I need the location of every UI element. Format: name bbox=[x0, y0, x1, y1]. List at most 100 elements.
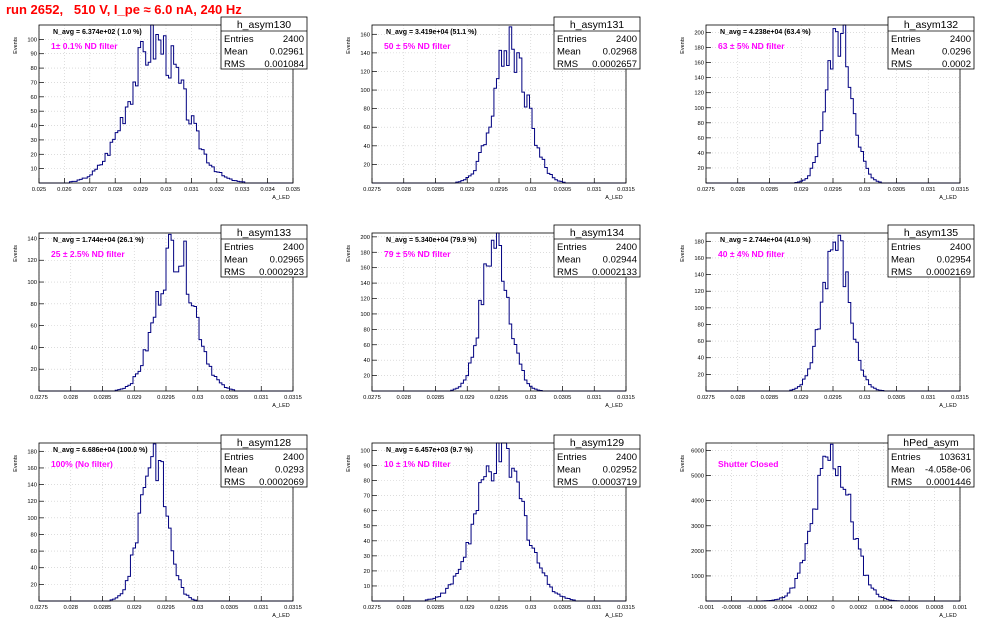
x-tick-label: 0.0295 bbox=[490, 395, 508, 401]
stats-key: RMS bbox=[224, 267, 245, 278]
x-axis-label: A_LED bbox=[939, 195, 956, 201]
x-tick-label: 0.0275 bbox=[697, 187, 715, 193]
x-tick-label: 0.029 bbox=[127, 605, 142, 611]
x-tick-label: 0.029 bbox=[133, 187, 148, 193]
stats-key: Mean bbox=[891, 255, 915, 266]
y-tick-label: 20 bbox=[364, 162, 370, 168]
y-tick-label: 20 bbox=[31, 152, 37, 158]
stats-key: RMS bbox=[224, 477, 245, 488]
y-tick-label: 70 bbox=[31, 80, 37, 86]
x-tick-label: 0.03 bbox=[859, 187, 870, 193]
y-tick-label: 160 bbox=[27, 466, 37, 472]
y-tick-label: 120 bbox=[694, 289, 704, 295]
plot-frame bbox=[705, 442, 961, 602]
y-axis-label: Events bbox=[13, 455, 19, 472]
y-tick-label: 20 bbox=[698, 166, 704, 172]
x-tick-label: 0.0305 bbox=[554, 605, 572, 611]
filter-annotation: 25 ± 2.5% ND filter bbox=[51, 249, 125, 259]
histogram-panel-h_asym128: 0.0275 0.028 0.0285 0.029 0.0295 0.03 0.0305 0.… bbox=[13, 434, 308, 619]
y-tick-label: 160 bbox=[694, 256, 704, 262]
y-axis-label: Events bbox=[680, 37, 686, 54]
y-tick-label: 140 bbox=[27, 236, 37, 242]
x-tick-label: 0.03 bbox=[192, 605, 203, 611]
x-axis-label: A_LED bbox=[605, 613, 622, 619]
plot-frame bbox=[38, 24, 294, 184]
y-tick-label: 180 bbox=[694, 46, 704, 52]
y-tick-label: 100 bbox=[694, 306, 704, 312]
stats-box bbox=[553, 16, 641, 70]
x-tick-label: 0.035 bbox=[286, 187, 301, 193]
y-tick-label: 40 bbox=[364, 358, 370, 364]
x-tick-label: 0.0275 bbox=[363, 395, 381, 401]
stats-title: h_asym129 bbox=[570, 437, 624, 449]
y-tick-label: 140 bbox=[694, 273, 704, 279]
y-tick-label: 10 bbox=[364, 584, 370, 590]
x-tick-label: 0.0285 bbox=[427, 187, 445, 193]
stats-key: Entries bbox=[224, 242, 254, 253]
stats-box bbox=[887, 434, 975, 488]
filter-annotation: 1± 0.1% ND filter bbox=[51, 41, 118, 51]
stats-key: Entries bbox=[557, 242, 587, 253]
plot-frame bbox=[371, 24, 627, 184]
y-tick-label: 20 bbox=[364, 374, 370, 380]
x-tick-label: 0.029 bbox=[460, 395, 475, 401]
x-tick-label: 0.0275 bbox=[363, 187, 381, 193]
x-axis-label: A_LED bbox=[605, 195, 622, 201]
stats-key: RMS bbox=[224, 59, 245, 70]
navg-label: N_avg = 3.419e+04 (51.1 %) bbox=[386, 29, 477, 36]
y-axis-label: Events bbox=[346, 455, 352, 472]
x-tick-label: 0.026 bbox=[57, 187, 72, 193]
stats-key: Mean bbox=[557, 465, 581, 476]
stats-value: 2400 bbox=[616, 34, 637, 45]
x-tick-label: 0.0305 bbox=[888, 395, 906, 401]
y-tick-label: 100 bbox=[27, 37, 37, 43]
x-tick-label: 0.0285 bbox=[94, 605, 112, 611]
y-tick-label: 20 bbox=[31, 582, 37, 588]
y-tick-label: 100 bbox=[360, 312, 370, 318]
x-tick-label: 0.0275 bbox=[697, 395, 715, 401]
y-tick-label: 30 bbox=[31, 138, 37, 144]
x-tick-label: -0.001 bbox=[698, 605, 714, 611]
stats-value: 0.0002169 bbox=[926, 267, 971, 278]
stats-value: 0.02961 bbox=[270, 47, 304, 58]
y-tick-label: 100 bbox=[360, 88, 370, 94]
y-tick-label: 140 bbox=[360, 281, 370, 287]
x-tick-label: 0.031 bbox=[184, 187, 199, 193]
y-tick-label: 40 bbox=[698, 151, 704, 157]
y-tick-label: 80 bbox=[364, 327, 370, 333]
x-tick-label: 0.029 bbox=[127, 395, 142, 401]
x-tick-label: 0.0305 bbox=[888, 187, 906, 193]
y-tick-label: 140 bbox=[27, 483, 37, 489]
x-tick-label: 0.0295 bbox=[157, 605, 175, 611]
x-tick-label: 0.028 bbox=[730, 187, 745, 193]
y-tick-label: 140 bbox=[694, 76, 704, 82]
histogram-panel-h_asym131: 0.0275 0.028 0.0285 0.029 0.0295 0.03 0.0305 0.… bbox=[346, 16, 641, 201]
stats-key: Entries bbox=[891, 34, 921, 45]
x-tick-label: 0.0285 bbox=[427, 605, 445, 611]
stats-key: Entries bbox=[557, 34, 587, 45]
x-tick-label: -0.0002 bbox=[798, 605, 818, 611]
x-tick-label: 0.032 bbox=[210, 187, 225, 193]
navg-label: N_avg = 5.340e+04 (79.9 %) bbox=[386, 237, 477, 244]
x-tick-label: 0.0295 bbox=[490, 187, 508, 193]
y-tick-label: 20 bbox=[364, 569, 370, 575]
y-tick-label: 1000 bbox=[691, 574, 704, 580]
stats-title: hPed_asym bbox=[903, 437, 959, 449]
stats-box bbox=[553, 434, 641, 488]
stats-key: Entries bbox=[891, 242, 921, 253]
x-tick-label: 0.0004 bbox=[875, 605, 894, 611]
filter-annotation: 63 ± 5% ND filter bbox=[718, 41, 785, 51]
stats-value: 0.0002923 bbox=[259, 267, 304, 278]
x-tick-label: 0.028 bbox=[396, 187, 411, 193]
y-tick-label: 160 bbox=[360, 32, 370, 38]
x-tick-label: -0.0006 bbox=[747, 605, 767, 611]
x-tick-label: 0.0275 bbox=[363, 605, 381, 611]
stats-key: Entries bbox=[224, 34, 254, 45]
y-tick-label: 60 bbox=[698, 136, 704, 142]
stats-title: h_asym130 bbox=[237, 19, 291, 31]
stats-box bbox=[553, 224, 641, 278]
navg-label: N_avg = 2.744e+04 (41.0 %) bbox=[720, 237, 811, 244]
stats-key: Mean bbox=[891, 465, 915, 476]
histogram-panel-h_asym133: 0.0275 0.028 0.0285 0.029 0.0295 0.03 0.0305 0.… bbox=[13, 224, 308, 409]
stats-value: 2400 bbox=[283, 452, 304, 463]
